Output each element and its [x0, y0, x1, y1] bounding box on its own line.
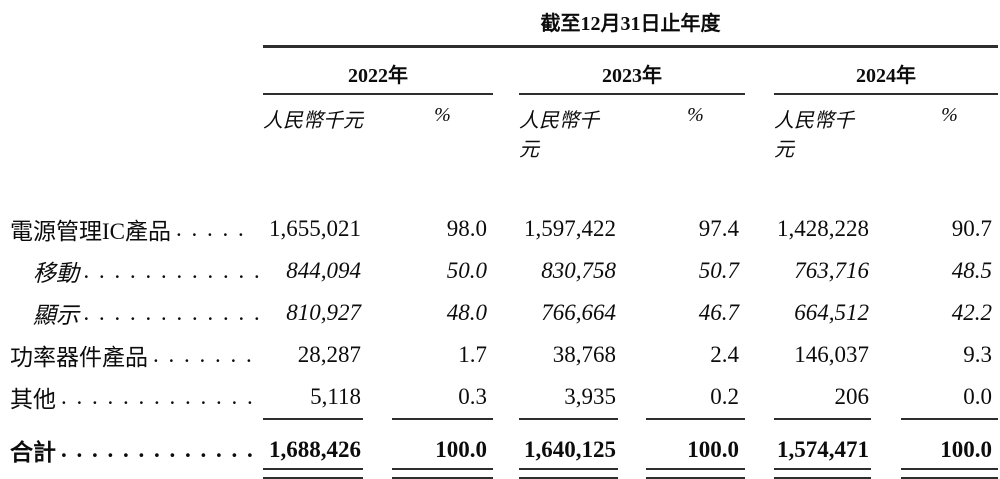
- dot-leader: . . . . . . . . . . . . . .: [61, 437, 263, 462]
- year-2022-header: 2022年: [263, 48, 493, 95]
- row-label: 合計 . . . . . . . . . . . . . .: [0, 432, 263, 468]
- unit-header-2023: 人民幣千元: [519, 110, 599, 161]
- year-2024-header: 2024年: [774, 48, 998, 95]
- cell-2024-rmb: 763,716: [794, 258, 869, 283]
- double-rule-segment: [263, 468, 363, 479]
- rule-segment: [519, 418, 618, 432]
- dot-leader: . . . . . . . . . . . .: [84, 300, 263, 325]
- cell-2022-pct: 98.0: [446, 216, 487, 241]
- cell-2023-pct: 50.7: [698, 258, 739, 283]
- double-rule-segment: [901, 468, 998, 479]
- dot-leader: . . . . . . . . . . . .: [84, 258, 263, 283]
- row-label-text: 功率器件產品: [10, 345, 148, 370]
- unit-header-2022: 人民幣千元: [263, 110, 363, 132]
- double-rule-segment: [519, 468, 618, 479]
- pct-header-2024: %: [941, 104, 958, 126]
- cell-2022-rmb: 1,655,021: [269, 216, 361, 241]
- total-2024-rmb: 1,574,471: [777, 437, 869, 462]
- header-empty-cell: [0, 95, 263, 162]
- row-label: 功率器件產品 . . . . . . .: [0, 334, 263, 376]
- year-header-row: 2022年 2023年 2024年: [0, 48, 1000, 95]
- cell-2024-rmb: 146,037: [794, 342, 869, 367]
- cell-2022-rmb: 28,287: [297, 342, 361, 367]
- year-2023-header: 2023年: [519, 48, 745, 95]
- table-row-others: 其他 . . . . . . . . . . . . . . 5,118 0.3…: [0, 376, 1000, 418]
- row-label: 電源管理IC產品 . . . . .: [0, 208, 263, 250]
- cell-2024-pct: 90.7: [951, 216, 992, 241]
- row-label: 移動 . . . . . . . . . . . .: [0, 250, 263, 292]
- table-row-display: 顯示 . . . . . . . . . . . . 810,927 48.0 …: [0, 292, 1000, 334]
- total-2023-rmb: 1,640,125: [524, 437, 616, 462]
- pct-header-2022: %: [434, 104, 451, 126]
- table-row-mobile: 移動 . . . . . . . . . . . . 844,094 50.0 …: [0, 250, 1000, 292]
- cell-2023-pct: 97.4: [698, 216, 739, 241]
- row-label: 顯示 . . . . . . . . . . . .: [0, 292, 263, 334]
- table-row-power-management-ic: 電源管理IC產品 . . . . . 1,655,021 98.0 1,597,…: [0, 208, 1000, 250]
- table-header-title-row: 截至12月31日止年度: [0, 0, 1000, 48]
- total-2022-pct: 100.0: [435, 437, 487, 462]
- cell-2022-rmb: 844,094: [286, 258, 361, 283]
- double-rule-segment: [774, 468, 871, 479]
- header-body-gap: [0, 162, 1000, 208]
- total-2023-pct: 100.0: [687, 437, 739, 462]
- rule-segment: [774, 418, 871, 432]
- table-row-total: 合計 . . . . . . . . . . . . . . 1,688,426…: [0, 432, 1000, 468]
- row-label-text: 合計: [10, 440, 56, 465]
- cell-2023-pct: 0.2: [710, 384, 739, 409]
- cell-2024-pct: 9.3: [963, 342, 992, 367]
- rule-segment: [392, 418, 493, 432]
- cell-2024-rmb: 664,512: [794, 300, 869, 325]
- cell-2023-pct: 46.7: [698, 300, 739, 325]
- cell-2024-rmb: 206: [834, 384, 870, 409]
- unit-header-2024: 人民幣千元: [774, 110, 854, 161]
- table-title: 截至12月31日止年度: [263, 0, 998, 48]
- table-row-power-devices: 功率器件產品 . . . . . . . 28,287 1.7 38,768 2…: [0, 334, 1000, 376]
- cell-2024-pct: 42.2: [951, 300, 992, 325]
- rule-segment: [646, 418, 745, 432]
- cell-2022-pct: 0.3: [458, 384, 487, 409]
- cell-2023-rmb: 1,597,422: [524, 216, 616, 241]
- row-label-text: 顯示: [33, 303, 79, 328]
- dot-leader: . . . . .: [176, 216, 246, 241]
- subtotal-rule-row: [0, 418, 1000, 432]
- column-header-row: 人民幣千元 % 人民幣千元 % 人民幣千元 %: [0, 95, 1000, 162]
- cell-2022-rmb: 810,927: [286, 300, 361, 325]
- rule-segment: [901, 418, 998, 432]
- double-rule-segment: [392, 468, 493, 479]
- cell-2024-rmb: 1,428,228: [777, 216, 869, 241]
- cell-2023-pct: 2.4: [710, 342, 739, 367]
- cell-2022-rmb: 5,118: [310, 384, 361, 409]
- rule-segment: [263, 418, 363, 432]
- dot-leader: . . . . . . .: [153, 342, 254, 367]
- header-empty-cell: [0, 48, 263, 95]
- total-double-rule-row: [0, 468, 1000, 479]
- cell-2024-pct: 0.0: [963, 384, 992, 409]
- total-2024-pct: 100.0: [940, 437, 992, 462]
- cell-2022-pct: 1.7: [458, 342, 487, 367]
- cell-2023-rmb: 766,664: [541, 300, 616, 325]
- row-label-text: 移動: [33, 261, 79, 286]
- total-2022-rmb: 1,688,426: [269, 437, 361, 462]
- cell-2022-pct: 50.0: [446, 258, 487, 283]
- cell-2024-pct: 48.5: [951, 258, 992, 283]
- pct-header-2023: %: [687, 104, 704, 126]
- cell-2023-rmb: 38,768: [552, 342, 616, 367]
- dot-leader: . . . . . . . . . . . . . .: [61, 384, 263, 409]
- header-empty-cell: [0, 0, 263, 48]
- cell-2023-rmb: 830,758: [541, 258, 616, 283]
- double-rule-segment: [646, 468, 745, 479]
- cell-2023-rmb: 3,935: [564, 384, 616, 409]
- row-label-text: 其他: [10, 387, 56, 412]
- cell-2022-pct: 48.0: [446, 300, 487, 325]
- row-label: 其他 . . . . . . . . . . . . . .: [0, 376, 263, 418]
- row-label-text: 電源管理IC產品: [10, 219, 171, 244]
